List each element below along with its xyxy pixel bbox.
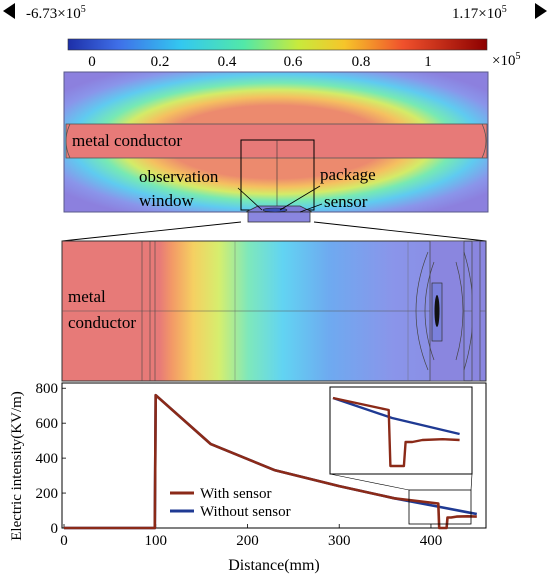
top-panel: metal conductor observation window packa…: [63, 71, 489, 223]
legend-label-without-sensor: Without sensor: [200, 504, 291, 520]
mid-panel: metal conductor: [61, 240, 487, 382]
sensor-housing: [245, 205, 313, 223]
inset-series-group: [332, 396, 460, 468]
x-axis: 0 100 200 300 400: [60, 524, 442, 549]
observation-window-label-1: observation: [139, 167, 219, 186]
y-axis: 0 200 400 600 800: [36, 381, 66, 537]
colorbar-min-exponent: 5: [81, 4, 86, 15]
x-tick-label: 300: [328, 533, 351, 549]
sensor-cross-section: [415, 240, 481, 382]
colorbar-min-label: -6.73×10: [26, 6, 81, 22]
svg-text:×105: ×105: [492, 51, 520, 69]
svg-text:-6.73×105: -6.73×105: [26, 4, 86, 22]
y-tick-label: 400: [36, 451, 59, 467]
svg-text:1.17×105: 1.17×105: [452, 4, 507, 22]
colorbar-header: -6.73×105 1.17×105: [3, 3, 547, 22]
x-tick-label: 200: [236, 533, 259, 549]
colorbar-tick-4: 0.8: [352, 54, 371, 70]
x-axis-label: Distance(mm): [228, 557, 320, 574]
colorbar-multiplier: ×10: [492, 53, 515, 69]
observation-window-label-2: window: [139, 191, 195, 210]
inset-source-box: [408, 489, 472, 525]
colorbar-tick-1: 0.2: [151, 54, 170, 70]
inset-line-with-sensor: [332, 396, 460, 468]
y-tick-label: 600: [36, 416, 59, 432]
y-axis-label: Electric intensity(KV/m): [9, 391, 25, 541]
zoom-line-left: [61, 221, 242, 242]
colorbar-max-label: 1.17×10: [452, 6, 502, 22]
inset-frame: [329, 386, 473, 475]
top-metal-conductor: [65, 123, 488, 159]
colorbar-tick-5: 1: [424, 54, 432, 70]
x-tick-label: 0: [60, 533, 68, 549]
series-line-with-sensor: [64, 393, 477, 530]
x-tick-label: 400: [420, 533, 443, 549]
top-conductor-label: metal conductor: [72, 131, 182, 150]
colorbar-tick-3: 0.6: [284, 54, 303, 70]
legend: With sensor Without sensor: [170, 486, 291, 520]
y-tick-label: 0: [51, 521, 59, 537]
sensor-label: sensor: [324, 192, 368, 211]
y-tick-label: 800: [36, 381, 59, 397]
inset-line-without-sensor: [332, 396, 460, 436]
mid-conductor-label-1: metal: [68, 287, 106, 306]
mid-conductor-label-2: conductor: [68, 313, 136, 332]
left-arrow-icon: [3, 3, 15, 19]
legend-label-with-sensor: With sensor: [200, 486, 271, 502]
colorbar: 0 0.2 0.4 0.6 0.8 1 ×105: [67, 38, 520, 70]
colorbar-multiplier-exponent: 5: [515, 51, 520, 62]
colorbar-max-exponent: 5: [502, 4, 507, 15]
package-label: package: [320, 165, 376, 184]
chart: 0 100 200 300 400 0 200 400 600 800 With sensor …: [9, 381, 487, 574]
y-tick-label: 200: [36, 486, 59, 502]
x-tick-label: 100: [144, 533, 167, 549]
series-group: [64, 393, 478, 530]
right-arrow-icon: [535, 3, 547, 19]
colorbar-tick-2: 0.4: [218, 54, 237, 70]
colorbar-tick-0: 0: [88, 54, 96, 70]
colorbar-gradient: [67, 38, 488, 51]
zoom-line-right: [313, 221, 487, 242]
